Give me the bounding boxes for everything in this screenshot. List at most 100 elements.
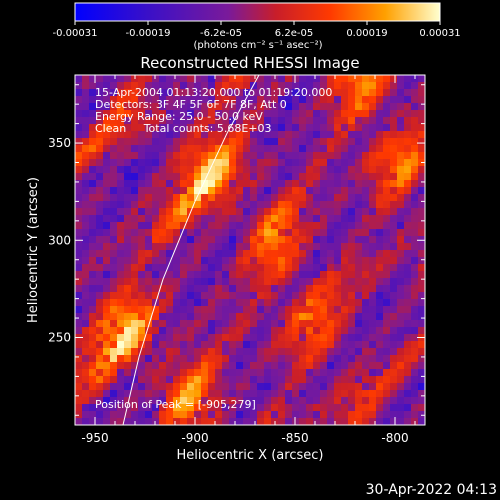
heatmap-cell <box>208 117 216 125</box>
heatmap-cell <box>173 96 181 104</box>
heatmap-cell <box>208 222 216 230</box>
y-tick-label: 250 <box>48 331 71 345</box>
heatmap-cell <box>180 180 188 188</box>
heatmap-cell <box>124 257 132 265</box>
annotation-time: 15-Apr-2004 01:13:20.000 to 01:19:20.000 <box>95 86 332 99</box>
heatmap-cell <box>369 285 377 293</box>
heatmap-cell <box>201 180 209 188</box>
heatmap-cell <box>222 250 230 258</box>
heatmap-cell <box>348 306 356 314</box>
heatmap-cell <box>194 250 202 258</box>
heatmap-cell <box>320 292 328 300</box>
heatmap-cell <box>145 320 153 328</box>
heatmap-cell <box>180 341 188 349</box>
heatmap-cell <box>362 271 370 279</box>
heatmap-cell <box>145 159 153 167</box>
heatmap-cell <box>96 89 104 97</box>
heatmap-cell <box>334 362 342 370</box>
heatmap-cell <box>376 306 384 314</box>
heatmap-cell <box>117 75 125 83</box>
heatmap-cell <box>194 243 202 251</box>
heatmap-cell <box>236 313 244 321</box>
heatmap-cell <box>229 271 237 279</box>
heatmap-cell <box>194 124 202 132</box>
heatmap-cell <box>383 222 391 230</box>
heatmap-cell <box>208 138 216 146</box>
heatmap-cell <box>404 243 412 251</box>
heatmap-cell <box>320 159 328 167</box>
heatmap-cell <box>131 208 139 216</box>
heatmap-cell <box>404 103 412 111</box>
heatmap-cell <box>75 355 83 363</box>
heatmap-cell <box>152 215 160 223</box>
heatmap-cell <box>166 166 174 174</box>
heatmap-cell <box>306 138 314 146</box>
heatmap-cell <box>75 82 83 90</box>
heatmap-cell <box>89 341 97 349</box>
heatmap-cell <box>383 82 391 90</box>
heatmap-cell <box>75 257 83 265</box>
heatmap-cell <box>348 110 356 118</box>
heatmap-cell <box>362 124 370 132</box>
heatmap-cell <box>362 369 370 377</box>
heatmap-cell <box>264 82 272 90</box>
heatmap-cell <box>257 110 265 118</box>
heatmap-cell <box>334 285 342 293</box>
heatmap-cell <box>117 124 125 132</box>
heatmap-cell <box>138 285 146 293</box>
heatmap-cell <box>397 166 405 174</box>
heatmap-cell <box>369 306 377 314</box>
heatmap-cell <box>89 320 97 328</box>
heatmap-cell <box>110 292 118 300</box>
heatmap-cell <box>341 299 349 307</box>
heatmap-cell <box>229 138 237 146</box>
heatmap-cell <box>320 215 328 223</box>
heatmap-cell <box>124 390 132 398</box>
heatmap-cell <box>285 124 293 132</box>
heatmap-cell <box>320 236 328 244</box>
heatmap-cell <box>383 201 391 209</box>
heatmap-cell <box>117 271 125 279</box>
heatmap-cell <box>376 173 384 181</box>
heatmap-cell <box>376 320 384 328</box>
heatmap-cell <box>75 138 83 146</box>
heatmap-cell <box>341 166 349 174</box>
heatmap-cell <box>96 292 104 300</box>
heatmap-cell <box>306 215 314 223</box>
heatmap-cell <box>285 222 293 230</box>
heatmap-cell <box>201 145 209 153</box>
heatmap-cell <box>320 369 328 377</box>
heatmap-cell <box>131 131 139 139</box>
heatmap-cell <box>264 110 272 118</box>
heatmap-cell <box>173 306 181 314</box>
heatmap-cell <box>131 411 139 419</box>
heatmap-cell <box>159 411 167 419</box>
heatmap-cell <box>306 411 314 419</box>
heatmap-cell <box>243 180 251 188</box>
heatmap-cell <box>89 131 97 139</box>
heatmap-cell <box>348 383 356 391</box>
heatmap-cell <box>404 194 412 202</box>
heatmap-cell <box>362 327 370 335</box>
heatmap-cell <box>264 152 272 160</box>
heatmap-cell <box>264 376 272 384</box>
heatmap-cell <box>383 355 391 363</box>
heatmap-cell <box>299 327 307 335</box>
heatmap-cell <box>103 313 111 321</box>
heatmap-cell <box>124 194 132 202</box>
heatmap-cell <box>222 271 230 279</box>
heatmap-cell <box>285 89 293 97</box>
heatmap-cell <box>411 82 419 90</box>
heatmap-cell <box>131 257 139 265</box>
heatmap-cell <box>383 369 391 377</box>
heatmap-cell <box>110 180 118 188</box>
heatmap-cell <box>390 208 398 216</box>
heatmap-cell <box>103 166 111 174</box>
heatmap-cell <box>110 285 118 293</box>
heatmap-cell <box>75 222 83 230</box>
heatmap-cell <box>103 278 111 286</box>
heatmap-cell <box>103 180 111 188</box>
heatmap-cell <box>285 411 293 419</box>
heatmap-cell <box>145 236 153 244</box>
heatmap-cell <box>285 292 293 300</box>
